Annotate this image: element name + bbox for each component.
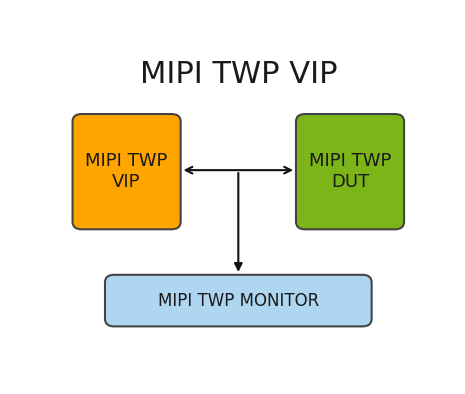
FancyBboxPatch shape: [105, 275, 372, 326]
Text: MIPI TWP
VIP: MIPI TWP VIP: [86, 152, 168, 191]
FancyBboxPatch shape: [296, 114, 404, 229]
Text: MIPI TWP MONITOR: MIPI TWP MONITOR: [158, 292, 319, 310]
Text: MIPI TWP
DUT: MIPI TWP DUT: [309, 152, 391, 191]
Text: MIPI TWP VIP: MIPI TWP VIP: [140, 60, 337, 89]
FancyBboxPatch shape: [73, 114, 180, 229]
